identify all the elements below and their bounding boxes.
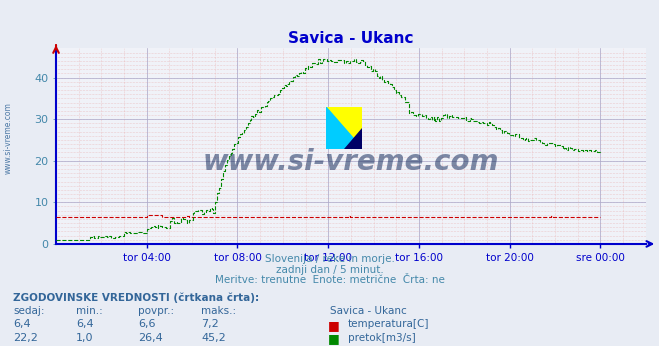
Text: 1,0: 1,0 — [76, 333, 94, 343]
Text: 6,4: 6,4 — [13, 319, 31, 329]
Text: 26,4: 26,4 — [138, 333, 163, 343]
Text: Meritve: trenutne  Enote: metrične  Črta: ne: Meritve: trenutne Enote: metrične Črta: … — [215, 275, 444, 285]
Polygon shape — [326, 107, 362, 149]
Text: sedaj:: sedaj: — [13, 306, 45, 316]
Title: Savica - Ukanc: Savica - Ukanc — [288, 31, 414, 46]
Polygon shape — [344, 128, 362, 149]
Text: 6,4: 6,4 — [76, 319, 94, 329]
Text: 6,6: 6,6 — [138, 319, 156, 329]
Text: min.:: min.: — [76, 306, 103, 316]
Text: zadnji dan / 5 minut.: zadnji dan / 5 minut. — [275, 265, 384, 275]
Text: 45,2: 45,2 — [201, 333, 226, 343]
Text: ■: ■ — [328, 333, 340, 346]
Text: pretok[m3/s]: pretok[m3/s] — [348, 333, 416, 343]
Text: www.si-vreme.com: www.si-vreme.com — [3, 102, 13, 174]
Text: ■: ■ — [328, 319, 340, 333]
Text: Slovenija / reke in morje.: Slovenija / reke in morje. — [264, 254, 395, 264]
Polygon shape — [326, 107, 362, 149]
Text: Savica - Ukanc: Savica - Ukanc — [330, 306, 406, 316]
Text: 22,2: 22,2 — [13, 333, 38, 343]
Text: maks.:: maks.: — [201, 306, 236, 316]
Text: ZGODOVINSKE VREDNOSTI (črtkana črta):: ZGODOVINSKE VREDNOSTI (črtkana črta): — [13, 292, 259, 303]
Text: temperatura[C]: temperatura[C] — [348, 319, 430, 329]
Text: 7,2: 7,2 — [201, 319, 219, 329]
Text: www.si-vreme.com: www.si-vreme.com — [203, 148, 499, 176]
Text: povpr.:: povpr.: — [138, 306, 175, 316]
